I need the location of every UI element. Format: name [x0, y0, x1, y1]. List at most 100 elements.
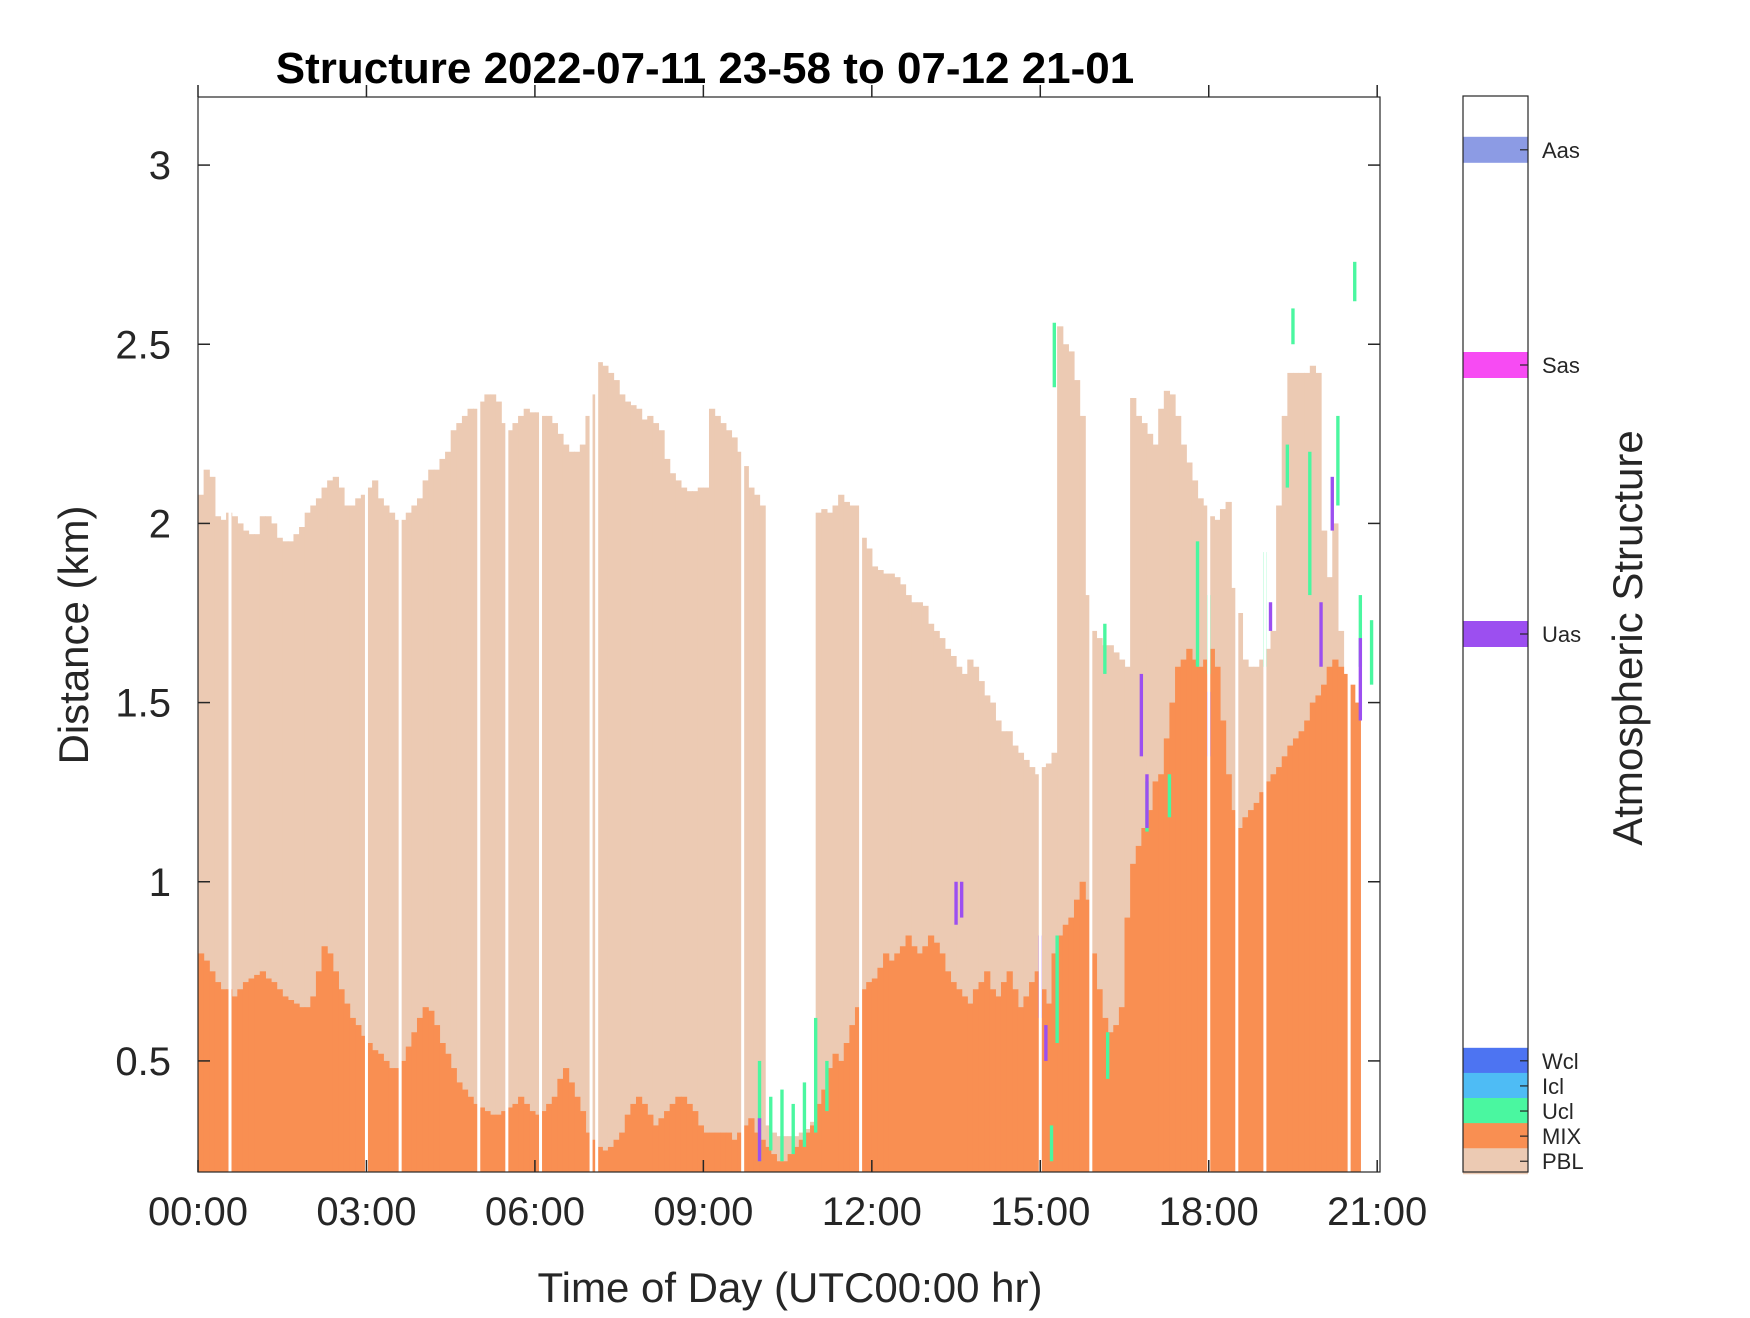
- ucl-segment: [802, 1082, 807, 1147]
- mix-bar: [400, 1060, 407, 1172]
- mix-bar: [501, 1111, 508, 1172]
- pbl-bar: [838, 494, 845, 1172]
- mix-bar: [1102, 1017, 1109, 1172]
- pbl-bar: [214, 516, 222, 1172]
- mix-bar: [254, 974, 261, 1172]
- pbl-bar: [748, 487, 755, 1172]
- pbl-bar: [546, 415, 553, 1173]
- data-gap: [1089, 97, 1093, 1172]
- mix-bar: [198, 953, 205, 1172]
- pbl-bar: [231, 516, 238, 1172]
- data-gap: [1347, 97, 1351, 1172]
- data-gap: [228, 97, 232, 1172]
- pbl-bar: [1079, 415, 1086, 1173]
- mix-bar: [810, 1125, 817, 1172]
- pbl-bar: [652, 423, 660, 1172]
- pbl-bar: [883, 573, 890, 1172]
- mix-bar: [1118, 1007, 1126, 1172]
- mix-bar: [877, 967, 884, 1172]
- pbl-bar: [439, 458, 446, 1173]
- pbl-bar: [540, 415, 547, 1173]
- pbl-bar: [916, 602, 923, 1172]
- ucl-segment: [1336, 415, 1340, 506]
- mix-bar: [1051, 953, 1058, 1172]
- pbl-bar: [669, 473, 676, 1172]
- pbl-bar: [366, 487, 373, 1172]
- mix-bar: [467, 1096, 474, 1172]
- pbl-bar: [484, 394, 491, 1173]
- ucl-segment: [1055, 935, 1059, 1043]
- pbl-bar: [731, 437, 738, 1173]
- mix-bar: [1287, 745, 1294, 1172]
- pbl-bar: [315, 498, 323, 1172]
- pbl-bar: [630, 405, 637, 1173]
- mix-bar: [1321, 684, 1328, 1172]
- uas-segment: [1139, 673, 1144, 757]
- mix-bar: [804, 1132, 811, 1172]
- pbl-bar: [355, 498, 362, 1172]
- pbl-bar: [725, 430, 733, 1172]
- mix-bar: [562, 1068, 570, 1172]
- pbl-bar: [1135, 415, 1142, 1173]
- mix-bar: [972, 989, 980, 1172]
- pbl-bar: [259, 516, 266, 1172]
- pbl-bar: [551, 423, 558, 1172]
- pbl-bar: [198, 494, 205, 1172]
- data-gap: [477, 97, 481, 1172]
- mix-bar: [602, 1150, 609, 1172]
- mix-bar: [939, 953, 946, 1172]
- mix-bar: [428, 1010, 435, 1172]
- mix-bar: [961, 996, 968, 1172]
- mix-bar: [349, 1017, 356, 1172]
- pbl-bar: [989, 702, 996, 1172]
- data-gap: [1038, 97, 1042, 1172]
- colorbar-swatch-aas: [1463, 136, 1528, 163]
- pbl-bar: [1141, 423, 1148, 1172]
- mix-bar: [1006, 971, 1013, 1172]
- pbl-bar: [518, 415, 525, 1173]
- pbl-bar: [1017, 752, 1025, 1172]
- y-tick-label: 2.5: [115, 323, 171, 367]
- pbl-bar: [276, 537, 283, 1172]
- pbl-bar: [939, 638, 946, 1172]
- pbl-bar: [922, 605, 929, 1172]
- mix-bar: [860, 989, 867, 1172]
- pbl-bar: [624, 401, 631, 1172]
- pbl-bar: [360, 494, 368, 1172]
- mix-bar: [445, 1053, 452, 1172]
- mix-bar: [478, 1107, 485, 1172]
- pbl-bar: [821, 509, 828, 1172]
- axes-box: [197, 96, 1381, 1173]
- mix-bar: [838, 1060, 845, 1172]
- pbl-bar: [450, 430, 457, 1172]
- pbl-bar: [742, 466, 749, 1172]
- mix-bar: [270, 982, 278, 1172]
- pbl-bar: [512, 423, 519, 1172]
- mix-bar: [927, 935, 935, 1172]
- pbl-bar: [489, 394, 497, 1173]
- mix-bar: [332, 971, 339, 1172]
- pbl-bar: [574, 451, 581, 1172]
- pbl-bar: [1029, 767, 1036, 1172]
- y-tick-label: 0.5: [115, 1040, 171, 1084]
- colorbar-swatch-pbl: [1463, 1148, 1528, 1175]
- pbl-bar: [495, 401, 502, 1172]
- mix-bar: [1276, 767, 1283, 1172]
- pbl-bar: [635, 408, 643, 1172]
- mix-bar: [1107, 1032, 1114, 1172]
- mix-bar: [933, 942, 940, 1172]
- mix-bar: [1169, 702, 1176, 1172]
- pbl-bar: [254, 534, 261, 1172]
- pbl-bar: [506, 430, 514, 1172]
- uas-segment: [1358, 638, 1363, 721]
- pbl-bar: [602, 365, 609, 1172]
- mix-bar: [748, 1118, 755, 1172]
- pbl-bar: [1096, 638, 1103, 1172]
- mix-bar: [675, 1096, 682, 1172]
- pbl-bar: [714, 415, 721, 1173]
- mix-bar: [355, 1025, 362, 1172]
- ucl-segment: [1308, 451, 1312, 596]
- mix-bar: [596, 1146, 603, 1172]
- mix-bar: [489, 1114, 497, 1172]
- pbl-bar: [911, 602, 918, 1172]
